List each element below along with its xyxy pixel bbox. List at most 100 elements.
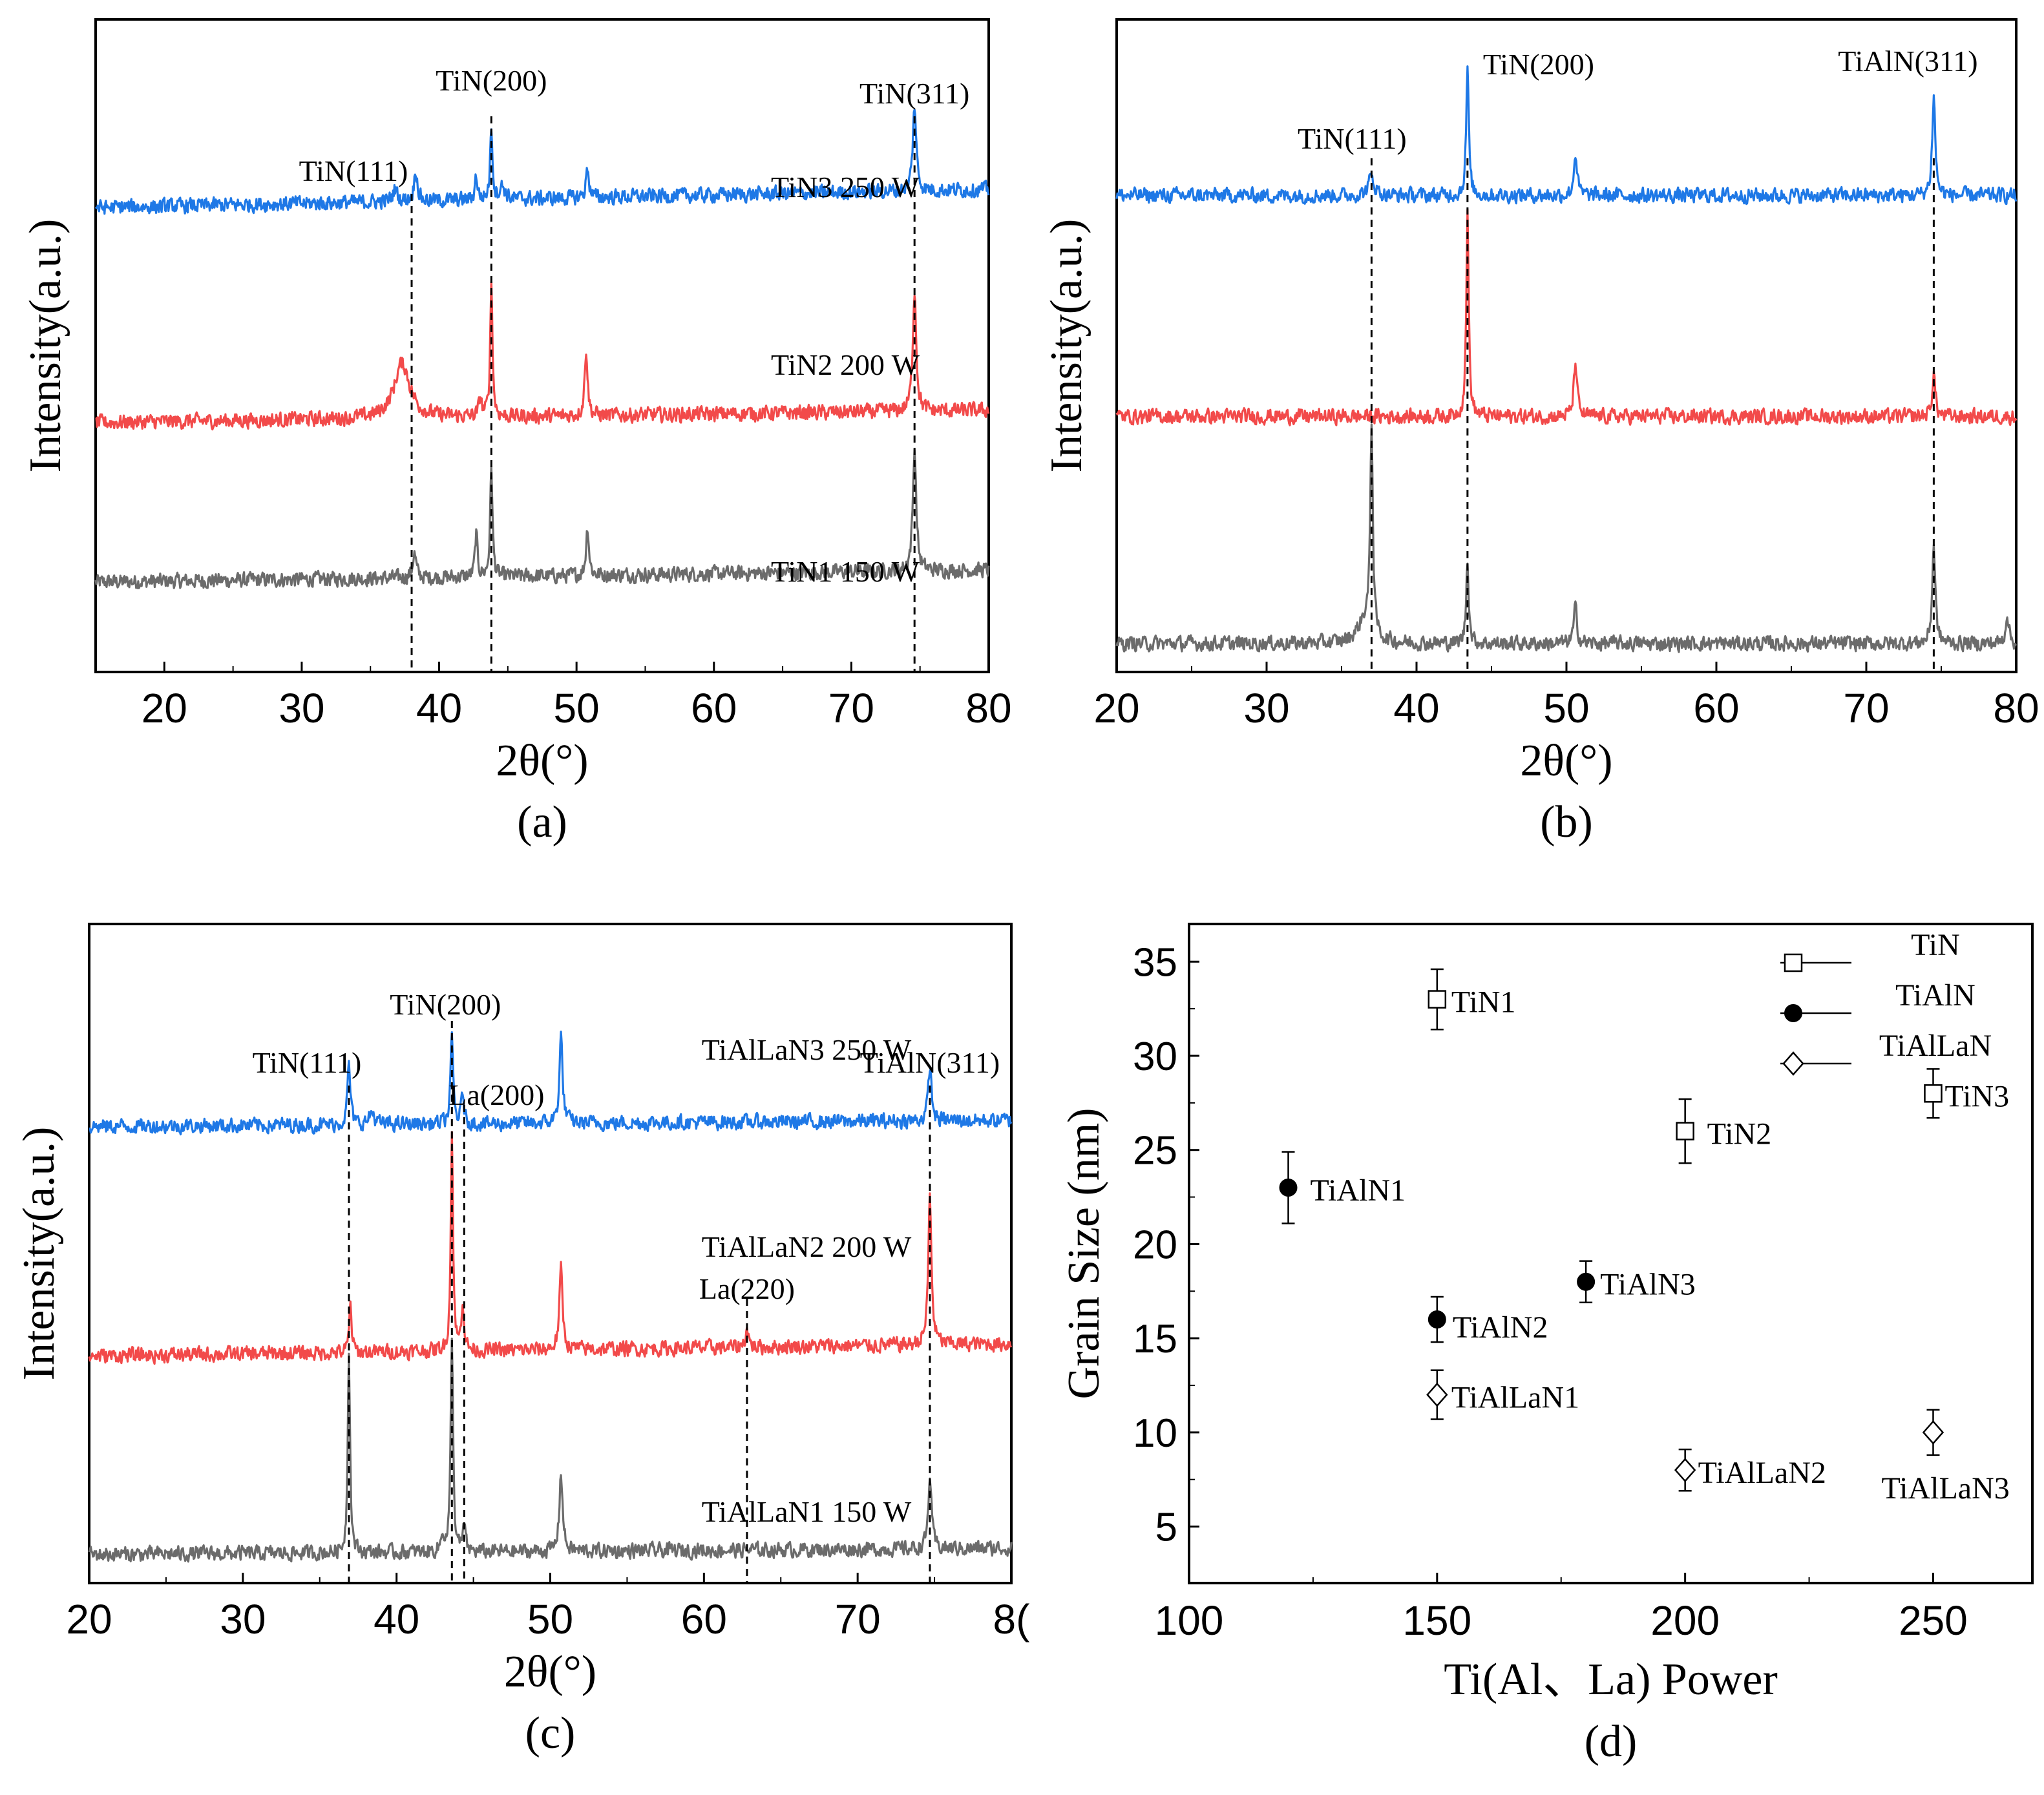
peak-annotation: TiN(111) — [253, 1046, 362, 1079]
series-line-2 — [95, 280, 990, 431]
point-label: TiAlLaN1 — [1451, 1381, 1579, 1415]
series-line-1 — [94, 448, 990, 589]
peak-annotation: TiN(200) — [436, 64, 547, 97]
panel-label: (a) — [517, 797, 567, 847]
y-axis-label: Intensity(a.u.) — [1042, 219, 1091, 473]
panel-d: 100 150 200 250 5 10 15 20 25 30 35 Ti(Al、La) Power… — [1059, 923, 2034, 1767]
legend-label: TiAlLaN — [1879, 1029, 1992, 1063]
x-tick-label: 80 — [1993, 685, 2039, 731]
series-label: TiAlLaN3 250 W — [702, 1033, 912, 1066]
x-tick-label: 30 — [279, 685, 324, 731]
marker-square — [1428, 990, 1447, 1009]
y-tick-label: 20 — [1133, 1223, 1177, 1267]
x-axis-label: 2θ(°) — [496, 736, 588, 786]
x-tick-label: 100 — [1155, 1597, 1224, 1644]
y-axis-label: Intensity(a.u.) — [14, 1127, 64, 1381]
x-tick-label: 80 — [965, 685, 1011, 731]
x-tick-label: 50 — [527, 1596, 573, 1643]
marker-diamond — [1782, 1051, 1804, 1076]
x-tick-label: 50 — [1543, 685, 1589, 731]
x-tick-label: 60 — [1693, 685, 1739, 731]
x-axis-label: 2θ(°) — [1520, 736, 1612, 786]
panel-label: (b) — [1540, 797, 1593, 847]
x-tick-label: 20 — [1093, 685, 1139, 731]
legend-label: TiN — [1911, 928, 1960, 962]
y-tick-label: 15 — [1133, 1317, 1177, 1361]
y-axis-label: Grain Size (nm) — [1059, 1108, 1109, 1400]
series-label: TiN1 150 W — [771, 555, 920, 588]
point-label: TiN2 — [1707, 1117, 1772, 1151]
plot-frame — [1115, 18, 2018, 673]
marker-circle — [1784, 1004, 1802, 1022]
series-label: TiAlLaN1 150 W — [702, 1495, 912, 1528]
point-label: TiAlLaN3 — [1881, 1471, 2009, 1506]
x-tick-label: 40 — [416, 685, 462, 731]
x-tick-label: 150 — [1402, 1597, 1471, 1644]
x-tick-label: 20 — [66, 1596, 112, 1643]
series-line-3 — [1115, 65, 2018, 205]
marker-square — [1676, 1122, 1694, 1140]
marker-diamond — [1426, 1382, 1448, 1407]
peak-annotation: TiN(200) — [1483, 48, 1594, 81]
x-tick-label: 70 — [835, 1596, 881, 1643]
x-tick-label: 30 — [1243, 685, 1289, 731]
x-tick-label: 70 — [1843, 685, 1889, 731]
point-label: TiAlN3 — [1600, 1268, 1696, 1302]
point-label: TiN3 — [1944, 1079, 2009, 1113]
marker-diamond — [1674, 1458, 1696, 1483]
peak-annotation: TiAlN(311) — [1838, 45, 1977, 78]
peak-annotation: TiN(111) — [299, 154, 408, 187]
x-tick-label: 20 — [142, 685, 187, 731]
data-point: TiAlLaN1 — [1426, 1369, 1579, 1420]
peak-annotation: La(200) — [448, 1078, 544, 1111]
series-label: TiN2 200 W — [771, 348, 920, 381]
marker-circle — [1577, 1272, 1596, 1291]
y-tick-label: 5 — [1155, 1506, 1177, 1550]
marker-square — [1784, 953, 1803, 972]
peak-annotation: TiN(200) — [390, 988, 501, 1021]
marker-circle — [1428, 1310, 1446, 1328]
peak-annotation: TiN(311) — [859, 77, 969, 110]
panel-a: 20 30 40 50 60 70 80 2θ(°) Intensity(a.u.) (a) TiN… — [21, 18, 1012, 847]
y-tick-label: 10 — [1133, 1411, 1177, 1456]
data-point: TiAlN1 — [1279, 1151, 1406, 1224]
series-line-2 — [88, 1131, 1013, 1365]
x-tick-label: 70 — [828, 685, 874, 731]
panel-b: 20 30 40 50 60 70 80 2θ(°) Intensity(a.u.) (b) TiA… — [1042, 18, 2039, 847]
series-line-3 — [94, 109, 990, 215]
data-point: TiAlLaN2 — [1674, 1448, 1826, 1492]
y-axis-label: Intensity(a.u.) — [21, 219, 70, 473]
panel-c: 20 30 40 50 60 70 8( 2θ(°) Intensity(a.u.) (c) TiA… — [14, 923, 1030, 1758]
peak-annotation: La(220) — [699, 1272, 795, 1305]
point-label: TiAlN1 — [1311, 1173, 1406, 1208]
series-label: TiN3 250 W — [771, 171, 920, 204]
data-point: TiN3 — [1924, 1068, 2009, 1119]
x-axis-label: 2θ(°) — [504, 1647, 596, 1697]
y-tick-label: 35 — [1133, 940, 1177, 985]
x-tick-label: 50 — [554, 685, 600, 731]
plot-frame — [1188, 923, 2034, 1584]
point-label: TiAlLaN2 — [1698, 1456, 1826, 1490]
series-line-2 — [1115, 208, 2018, 426]
legend: TiN TiAlN TiAlLaN — [1780, 928, 1992, 1076]
data-point: TiAlN2 — [1428, 1296, 1548, 1345]
x-tick-label: 40 — [1393, 685, 1439, 731]
data-point: TiN2 — [1676, 1098, 1772, 1164]
x-tick-label: 30 — [220, 1596, 266, 1643]
point-label: TiAlN2 — [1453, 1310, 1548, 1345]
panel-label: (c) — [525, 1708, 576, 1758]
y-tick-label: 25 — [1133, 1129, 1177, 1173]
x-tick-label: 40 — [374, 1596, 419, 1643]
series-line-1 — [1115, 423, 2018, 653]
y-tick-label: 30 — [1133, 1034, 1177, 1079]
x-tick-label: 8( — [993, 1596, 1030, 1643]
data-point: TiAlN3 — [1577, 1260, 1696, 1304]
point-label: TiN1 — [1451, 985, 1516, 1020]
x-tick-label: 200 — [1650, 1597, 1720, 1644]
x-tick-label: 60 — [691, 685, 737, 731]
peak-annotation: TiAlN(311) — [860, 1046, 1000, 1079]
legend-label: TiAlN — [1895, 978, 1976, 1013]
panel-label: (d) — [1585, 1717, 1638, 1767]
x-tick-label: 60 — [681, 1596, 727, 1643]
